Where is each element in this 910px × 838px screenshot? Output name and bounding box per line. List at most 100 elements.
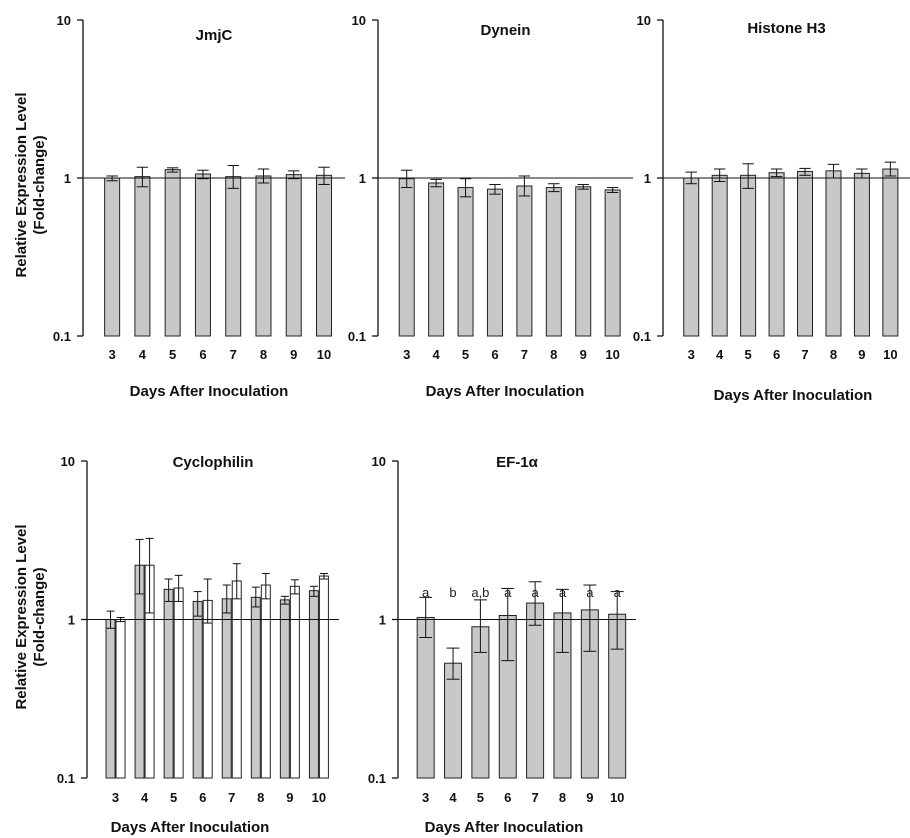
bar bbox=[225, 176, 242, 337]
x-tick-label: 5 bbox=[745, 347, 752, 362]
significance-letter: a bbox=[504, 585, 512, 600]
bar bbox=[279, 599, 290, 779]
bar bbox=[164, 169, 181, 337]
bar bbox=[192, 600, 203, 779]
x-tick-label: 3 bbox=[688, 347, 695, 362]
bar bbox=[416, 616, 435, 779]
chart-title: Dynein bbox=[480, 22, 530, 39]
bar bbox=[428, 182, 445, 337]
y-tick-label: 1 bbox=[64, 171, 71, 186]
y-tick-label: 0.1 bbox=[53, 329, 71, 344]
bar bbox=[285, 174, 302, 337]
significance-letter: a bbox=[586, 585, 594, 600]
x-axis-title-dynein: Days After Inoculation bbox=[426, 383, 585, 400]
y-axis-title-bottom-line2: (Fold-change) bbox=[31, 567, 48, 666]
y-tick-label: 1 bbox=[68, 613, 75, 628]
y-tick-label: 10 bbox=[637, 13, 651, 28]
x-tick-label: 9 bbox=[580, 347, 587, 362]
y-tick-label: 1 bbox=[644, 171, 651, 186]
x-tick-label: 7 bbox=[801, 347, 808, 362]
x-tick-label: 4 bbox=[141, 790, 149, 805]
bar bbox=[231, 580, 242, 779]
bar bbox=[516, 185, 533, 337]
chart-panel-cyclophilin: 0.1 1 10 3 4 5 6 7 8 9 10 Cyclophilin bbox=[57, 454, 339, 805]
bar bbox=[134, 176, 151, 337]
x-tick-label: 5 bbox=[170, 790, 177, 805]
chart-panel-ef1a: 0.1 1 10 3 4 5 6 7 8 9 10 a b a,b a a a a a EF-1α bbox=[368, 454, 636, 805]
x-axis-title-jmjc: Days After Inoculation bbox=[130, 383, 289, 400]
significance-letter: a bbox=[422, 585, 430, 600]
bar bbox=[115, 619, 126, 779]
bar bbox=[194, 173, 211, 337]
y-tick-label: 0.1 bbox=[368, 771, 386, 786]
x-tick-label: 8 bbox=[830, 347, 837, 362]
x-tick-label: 10 bbox=[883, 347, 897, 362]
x-tick-label: 8 bbox=[260, 347, 267, 362]
bar bbox=[797, 170, 814, 337]
x-tick-label: 6 bbox=[504, 790, 511, 805]
bar bbox=[575, 186, 592, 337]
significance-letter: a bbox=[614, 585, 622, 600]
y-axis-title-top-line1: Relative Expression Level bbox=[13, 92, 30, 277]
y-tick-label: 10 bbox=[372, 454, 386, 469]
x-tick-label: 6 bbox=[491, 347, 498, 362]
y-tick-label: 0.1 bbox=[633, 329, 651, 344]
x-axis-title-cyclophilin: Days After Inoculation bbox=[111, 819, 270, 836]
chart-title: JmjC bbox=[196, 27, 233, 44]
x-tick-label: 10 bbox=[317, 347, 331, 362]
bar bbox=[202, 599, 213, 779]
x-tick-label: 4 bbox=[449, 790, 457, 805]
y-tick-label: 10 bbox=[61, 454, 75, 469]
significance-letter: a bbox=[559, 585, 567, 600]
chart-panel-histone-h3: 0.1 1 10 3 4 5 6 7 8 9 10 Histone H3 bbox=[633, 13, 910, 362]
significance-letter: a bbox=[531, 585, 539, 600]
x-tick-label: 5 bbox=[477, 790, 484, 805]
bar bbox=[308, 590, 319, 779]
bar bbox=[221, 598, 232, 779]
bar bbox=[882, 168, 899, 337]
bar bbox=[134, 564, 145, 779]
significance-letter: b bbox=[449, 585, 456, 600]
bar bbox=[289, 585, 300, 779]
y-tick-label: 0.1 bbox=[57, 771, 75, 786]
bar bbox=[255, 175, 272, 337]
y-tick-label: 0.1 bbox=[348, 329, 366, 344]
bar bbox=[173, 587, 184, 779]
chart-title: Histone H3 bbox=[747, 20, 825, 37]
x-tick-label: 7 bbox=[521, 347, 528, 362]
bar bbox=[526, 602, 545, 779]
x-tick-label: 4 bbox=[139, 347, 147, 362]
x-tick-label: 3 bbox=[422, 790, 429, 805]
bar bbox=[104, 177, 121, 337]
x-tick-label: 9 bbox=[586, 790, 593, 805]
bar bbox=[683, 177, 700, 337]
x-tick-label: 6 bbox=[199, 790, 206, 805]
x-tick-label: 8 bbox=[550, 347, 557, 362]
bar bbox=[486, 188, 503, 337]
x-tick-label: 3 bbox=[112, 790, 119, 805]
bar bbox=[260, 584, 271, 779]
y-tick-label: 10 bbox=[57, 13, 71, 28]
bar bbox=[768, 172, 785, 337]
y-tick-label: 10 bbox=[352, 13, 366, 28]
x-tick-label: 8 bbox=[559, 790, 566, 805]
x-tick-label: 6 bbox=[773, 347, 780, 362]
chart-title: EF-1α bbox=[496, 454, 539, 471]
x-axis-title-histone: Days After Inoculation bbox=[714, 387, 873, 404]
x-tick-label: 9 bbox=[858, 347, 865, 362]
x-tick-label: 5 bbox=[462, 347, 469, 362]
y-axis-title-top-line2: (Fold-change) bbox=[31, 135, 48, 234]
x-tick-label: 9 bbox=[290, 347, 297, 362]
bar bbox=[825, 170, 842, 337]
bar bbox=[711, 174, 728, 337]
x-axis-title-ef1a: Days After Inoculation bbox=[425, 819, 584, 836]
x-tick-label: 7 bbox=[230, 347, 237, 362]
chart-panel-dynein: 0.1 1 10 3 4 5 6 7 8 9 10 Dynein bbox=[348, 13, 633, 362]
x-tick-label: 10 bbox=[610, 790, 624, 805]
bar bbox=[318, 575, 329, 779]
bar bbox=[444, 662, 463, 779]
x-tick-label: 4 bbox=[433, 347, 441, 362]
y-axis-title-bottom-line1: Relative Expression Level bbox=[13, 524, 30, 709]
x-tick-label: 3 bbox=[109, 347, 116, 362]
